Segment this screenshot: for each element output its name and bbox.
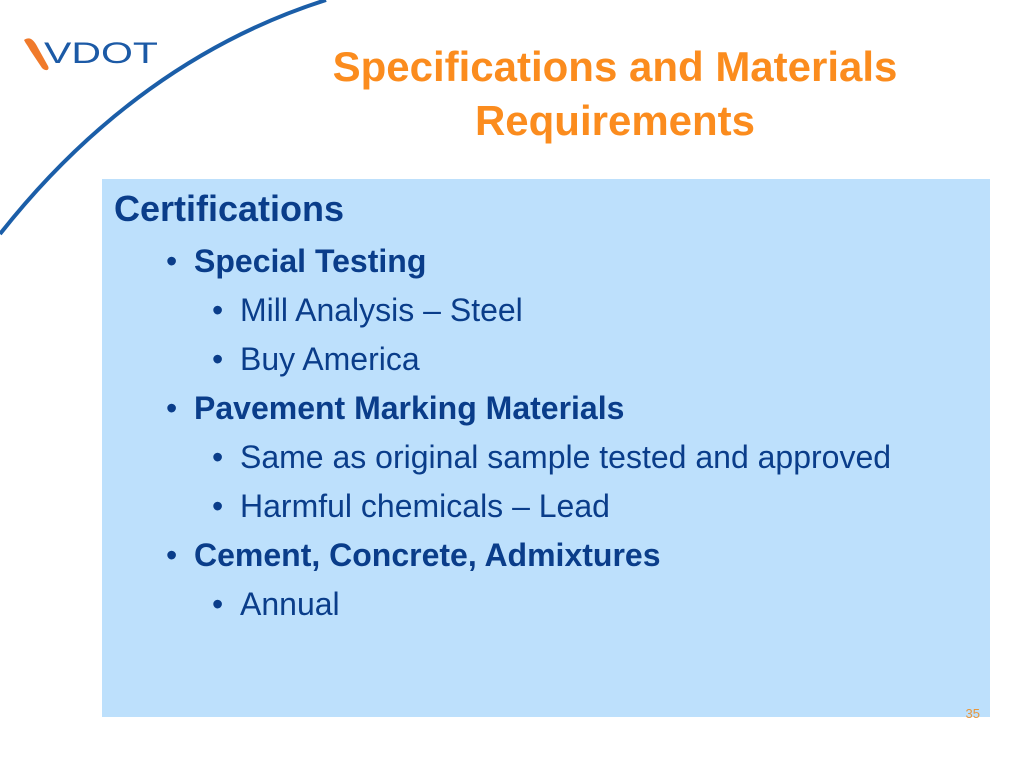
bullet: • [212,292,224,328]
item-label: Buy America [240,341,420,377]
bullet: • [212,488,224,524]
content-box: Certifications • Special Testing • Mill An… [102,179,990,721]
item-label: Mill Analysis – Steel [240,292,523,328]
sub-list-item: • Buy America [212,341,420,378]
page-number: 35 [965,706,980,721]
item-label: Annual [240,586,340,622]
sub-list-item: • Annual [212,586,340,623]
item-label: Harmful chemicals – Lead [240,488,610,524]
title-line-1: Specifications and Materials [332,43,898,90]
list-item: • Special Testing [166,243,426,280]
sub-list-item: • Mill Analysis – Steel [212,292,523,329]
bullet: • [166,537,178,573]
bullet: • [166,243,178,279]
vdot-logo: VDOT [24,37,158,71]
svg-text:VDOT: VDOT [44,37,158,70]
list-item: • Pavement Marking Materials [166,390,624,427]
item-label: Pavement Marking Materials [194,390,625,426]
sub-list-item: • Harmful chemicals – Lead [212,488,610,525]
bullet: • [166,390,178,426]
item-label: Cement, Concrete, Admixtures [194,537,661,573]
bullet: • [212,439,224,475]
sub-list-item: • Same as original sample tested and appr… [212,439,891,476]
bullet: • [212,586,224,622]
list-item: • Cement, Concrete, Admixtures [166,537,660,574]
title-line-2: Requirements [474,97,756,144]
section-heading: Certifications [114,188,345,229]
item-label: Special Testing [194,243,427,279]
bullet: • [212,341,224,377]
item-label: Same as original sample tested and appro… [240,439,892,475]
slide-title: Specifications and Materials Requirement… [280,40,950,148]
